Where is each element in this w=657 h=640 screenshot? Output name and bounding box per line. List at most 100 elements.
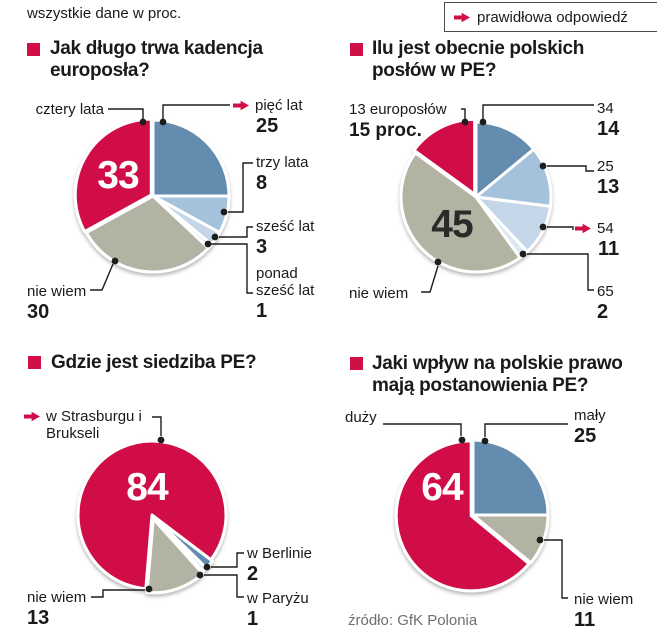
chart3-title: Gdzie jest siedziba PE?	[51, 352, 257, 374]
callout-dot	[139, 118, 147, 126]
pie-slice	[412, 117, 477, 196]
callout-dot	[157, 436, 165, 444]
correct-answer-arrow-icon	[24, 411, 40, 422]
slice-label-trzy-lata: trzy lata 8	[256, 154, 309, 194]
chart1-title: Jak długo trwa kadencja europosła?	[50, 38, 263, 82]
callout-line	[108, 108, 144, 119]
callout-line	[421, 265, 439, 293]
callout-line	[484, 423, 568, 437]
title-bullet-1	[27, 43, 40, 56]
callout-line	[162, 104, 230, 119]
slice-label-nie-wiem-2: nie wiem	[349, 285, 409, 302]
slice-value: 2	[247, 563, 259, 585]
slice-label-13-europoslow: 13 europosłów 15 proc.	[349, 101, 447, 141]
slice-label-maly: mały 25	[574, 407, 606, 447]
callout-line	[527, 253, 594, 291]
callout-line	[91, 589, 145, 598]
chart2-title-line2: posłów w PE?	[372, 60, 497, 81]
slice-value: 25	[256, 115, 279, 137]
slice-label-nie-wiem-4: nie wiem 11	[574, 591, 634, 631]
slice-label-strasburg: w Strasburgu i Brukseli	[24, 408, 146, 442]
chart4-title-line2: mają postanowienia PE?	[372, 375, 589, 396]
pie1-center-value: 33	[97, 154, 139, 197]
chart1-title-line2: europosła?	[50, 60, 150, 81]
pie-slice	[394, 439, 531, 593]
callout-dot	[539, 223, 547, 231]
chart2-title-line1: Ilu jest obecnie polskich	[372, 38, 585, 59]
callout-dot	[145, 585, 153, 593]
slice-label-34: 34 14	[597, 100, 620, 140]
slice-value: 8	[256, 172, 268, 194]
slice-value: 3	[256, 236, 268, 258]
slice-label-25: 25 13	[597, 158, 620, 198]
pie-slice	[73, 117, 153, 234]
slice-label-cztery-lata: cztery lata	[35, 101, 104, 118]
pie-slice	[399, 151, 522, 274]
callout-dot	[159, 118, 167, 126]
slice-value: 15 proc.	[349, 120, 422, 141]
callout-line	[204, 574, 244, 598]
slice-label-duzy: duży	[345, 409, 377, 426]
callout-line	[219, 226, 253, 238]
title-bullet-4	[350, 357, 363, 370]
callout-dot	[458, 436, 466, 444]
slice-label-paryz: w Paryżu 1	[247, 590, 309, 630]
callout-dot	[434, 258, 442, 266]
pie-slice	[471, 513, 550, 565]
callout-dot	[220, 208, 228, 216]
callout-dot	[461, 118, 469, 126]
callout-line	[211, 243, 253, 294]
slice-value: 13	[27, 607, 50, 629]
slice-label-piec-lat: pięć lat 25	[233, 97, 303, 137]
pie-slice	[151, 118, 231, 198]
callout-line	[90, 263, 114, 291]
chart3-title-line1: Gdzie jest siedziba PE?	[51, 352, 257, 373]
slice-value: 1	[247, 608, 259, 630]
callout-line	[228, 162, 253, 213]
pie-chart-2	[399, 117, 553, 274]
callout-dot	[519, 250, 527, 258]
slice-value: 30	[27, 301, 50, 323]
callout-dot	[481, 437, 489, 445]
callout-line	[152, 416, 162, 436]
pie-slice	[471, 438, 550, 517]
slice-value: 11	[598, 238, 620, 260]
slice-value: 11	[574, 609, 596, 631]
pie2-center-value: 45	[431, 203, 473, 246]
callout-line	[547, 165, 594, 172]
pie-slice	[474, 120, 536, 199]
correct-answer-legend: prawidłowa odpowiedź	[444, 2, 657, 32]
title-bullet-3	[28, 356, 41, 369]
correct-answer-arrow-icon	[575, 223, 591, 234]
slice-value: 25	[574, 425, 597, 447]
correct-answer-arrow-icon	[454, 12, 470, 22]
pie4-center-value: 64	[421, 466, 463, 509]
chart4-title: Jaki wpływ na polskie prawo mają postano…	[372, 353, 623, 397]
slice-value: 14	[597, 118, 620, 140]
pie-slice	[76, 439, 228, 591]
pie-slice	[84, 194, 210, 274]
title-bullet-2	[350, 43, 363, 56]
callout-dot	[479, 118, 487, 126]
data-unit-note: wszystkie dane w proc.	[27, 5, 182, 22]
slice-label-54: 54 11	[575, 220, 619, 260]
callout-line	[211, 552, 244, 568]
callout-dot	[196, 571, 204, 579]
slice-label-65: 65 2	[597, 283, 614, 323]
callout-line	[383, 423, 462, 436]
callout-line	[461, 108, 466, 119]
callout-line	[547, 226, 574, 230]
chart1-title-line1: Jak długo trwa kadencja	[50, 38, 263, 59]
slice-value: 2	[597, 301, 609, 323]
chart2-title: Ilu jest obecnie polskich posłów w PE?	[372, 38, 584, 82]
source-credit: źródło: GfK Polonia	[348, 612, 478, 629]
callout-dot	[536, 536, 544, 544]
slice-value: 1	[256, 300, 268, 322]
slice-label-berlin: w Berlinie 2	[247, 545, 313, 585]
callout-dot	[111, 257, 119, 265]
slice-label-nie-wiem-1: nie wiem 30	[27, 283, 87, 323]
pie-chart-1	[73, 117, 231, 274]
callout-line	[482, 104, 594, 119]
